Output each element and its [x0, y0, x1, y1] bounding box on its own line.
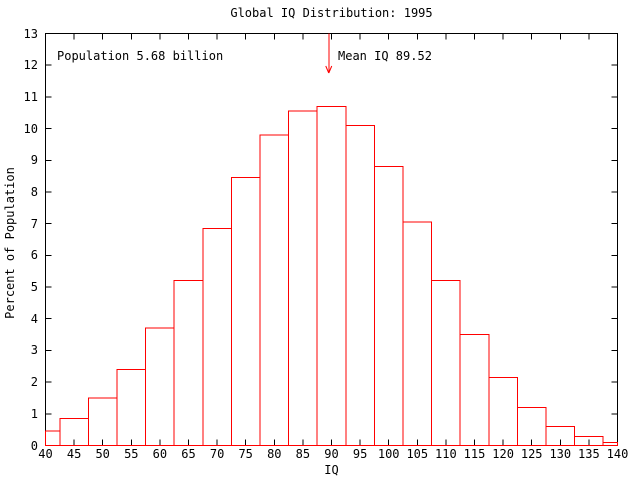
- histogram-bar: [345, 124, 375, 446]
- x-tick-label: 95: [352, 447, 368, 461]
- y-tick-label: 1: [30, 406, 38, 421]
- x-tick-label: 80: [267, 447, 282, 461]
- y-tick-label: 3: [30, 343, 38, 358]
- x-axis-title: IQ: [324, 463, 339, 477]
- x-tick-label: 140: [606, 447, 629, 461]
- plot-border: [45, 33, 618, 446]
- histogram-bar: [173, 280, 204, 446]
- histogram-bar: [373, 166, 404, 446]
- x-tick-label: 75: [238, 447, 253, 461]
- histogram-bar: [602, 441, 618, 446]
- x-tick-label: 100: [377, 447, 400, 461]
- x-tick-label: 60: [152, 447, 168, 461]
- x-tick-label: 45: [66, 447, 82, 461]
- histogram-bar: [288, 110, 318, 446]
- x-tick-label: 135: [578, 447, 600, 461]
- y-tick-label: 5: [30, 280, 38, 295]
- histogram-bar: [202, 227, 232, 446]
- population-annotation: Population 5.68 billion: [57, 49, 224, 63]
- x-tick-label: 105: [406, 447, 429, 461]
- mean-arrowhead-left: [325, 65, 330, 74]
- histogram-bar: [545, 425, 576, 446]
- histogram-bar: [402, 221, 433, 446]
- histogram-bar: [316, 105, 347, 446]
- histogram-bar: [116, 368, 147, 446]
- y-axis-title: Percent of Population: [3, 167, 17, 319]
- chart-title: Global IQ Distribution: 1995: [230, 6, 433, 20]
- y-tick-label: 8: [30, 184, 38, 199]
- histogram-bar: [574, 436, 604, 446]
- x-tick-label: 125: [520, 447, 543, 461]
- x-tick-label: 110: [435, 447, 457, 461]
- y-tick-label: 2: [30, 375, 38, 390]
- y-tick-label: 13: [23, 26, 38, 41]
- x-tick-label: 65: [181, 447, 196, 461]
- x-tick-label: 70: [209, 447, 225, 461]
- histogram-bar: [87, 397, 118, 446]
- mean-arrowhead-right: [328, 65, 333, 74]
- y-tick-label: 4: [30, 311, 38, 326]
- x-tick-label: 55: [124, 447, 139, 461]
- x-tick-label: 130: [549, 447, 572, 461]
- y-tick-label: 12: [23, 58, 38, 73]
- y-tick-label: 0: [30, 438, 38, 453]
- x-tick-label: 90: [324, 447, 339, 461]
- histogram-plot: [45, 33, 618, 446]
- histogram-bar: [259, 134, 290, 446]
- mean-annotation: Mean IQ 89.52: [338, 49, 432, 63]
- y-tick-label: 11: [23, 89, 38, 104]
- histogram-bar: [431, 280, 461, 446]
- x-tick-label: 115: [463, 447, 486, 461]
- y-tick-label: 9: [30, 153, 38, 168]
- histogram-bar: [45, 430, 61, 446]
- histogram-bar: [488, 376, 518, 446]
- y-tick-label: 10: [23, 121, 38, 136]
- x-tick-label: 85: [295, 447, 311, 461]
- x-tick-label: 50: [95, 447, 110, 461]
- histogram-bar: [459, 334, 490, 446]
- x-tick-label: 120: [492, 447, 514, 461]
- histogram-bar: [516, 406, 547, 446]
- histogram-bar: [145, 327, 175, 446]
- y-tick-label: 6: [30, 248, 38, 263]
- x-tick-label: 40: [38, 447, 53, 461]
- y-tick-label: 7: [30, 216, 38, 231]
- histogram-bar: [230, 177, 261, 446]
- plot-area: Population 5.68 billion Mean IQ 89.52: [45, 33, 618, 446]
